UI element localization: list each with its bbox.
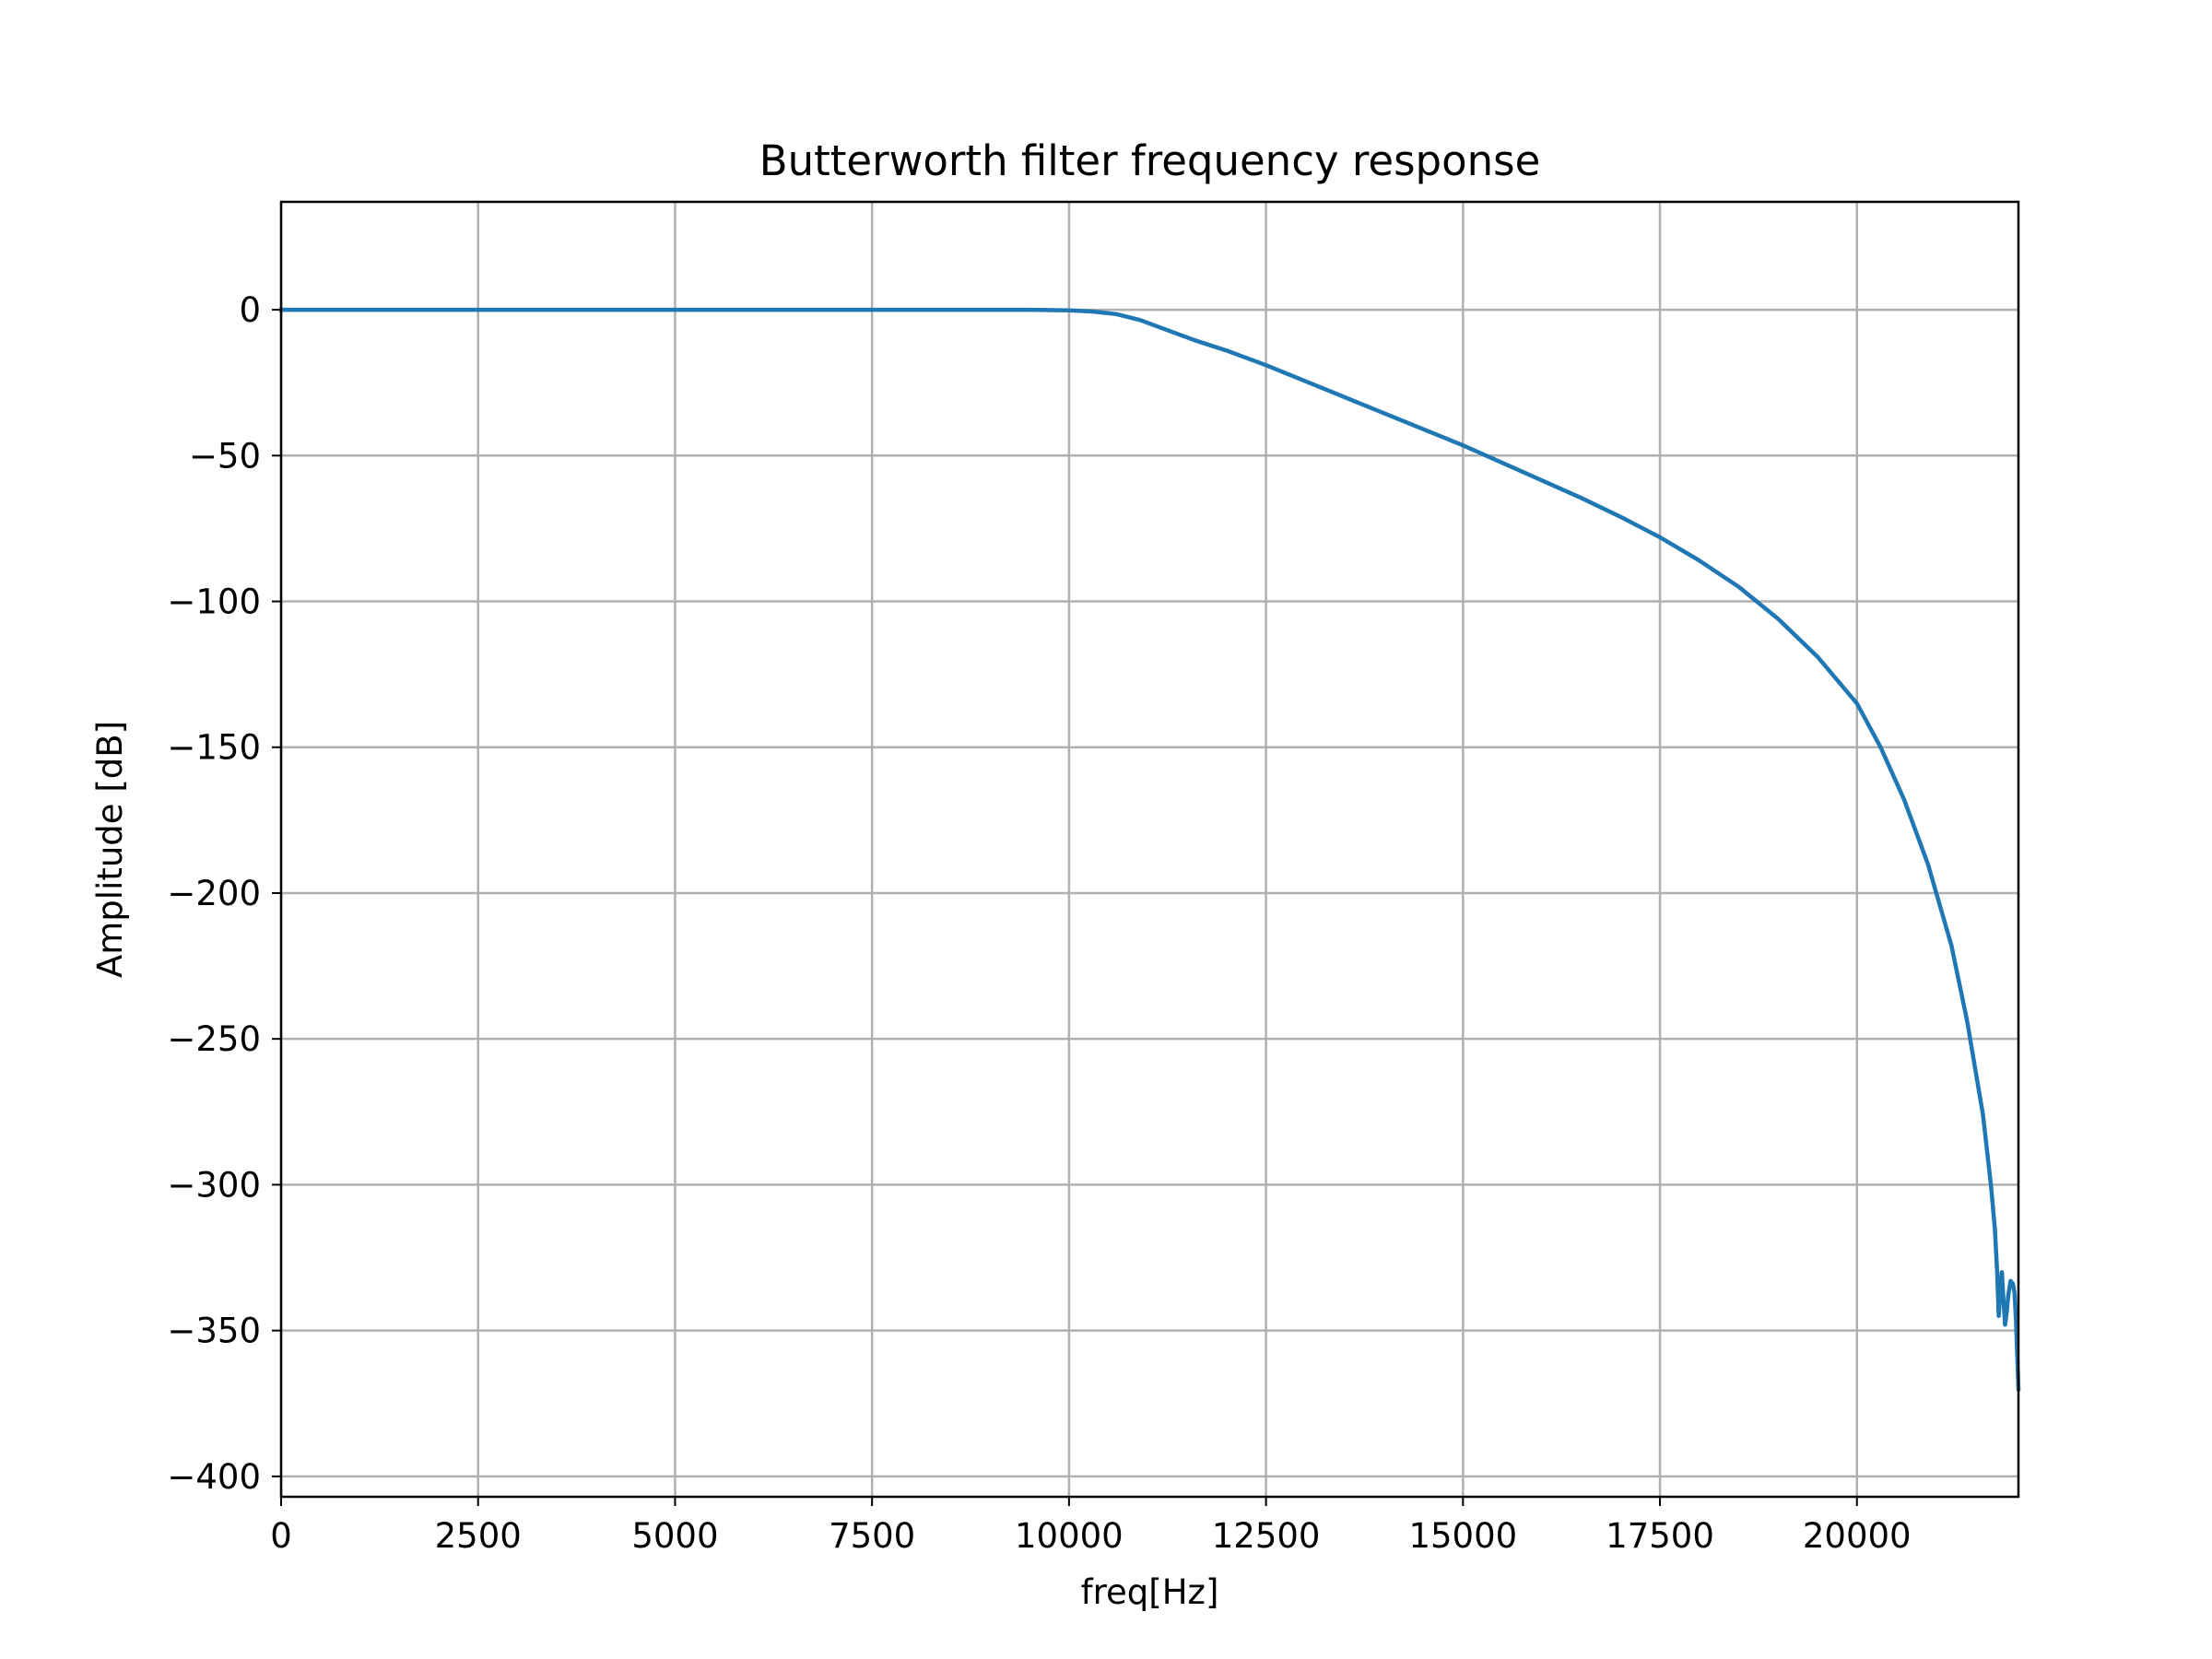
- x-tick-label: 0: [270, 1516, 292, 1556]
- x-tick-label: 5000: [631, 1516, 718, 1556]
- x-tick-label: 2500: [435, 1516, 522, 1556]
- x-tick-label: 7500: [829, 1516, 915, 1556]
- y-tick-label: −150: [167, 728, 261, 768]
- x-tick-label: 10000: [1015, 1516, 1124, 1556]
- y-tick-label: −250: [167, 1019, 261, 1059]
- series-layer: [278, 307, 2021, 1392]
- x-tick-label: 15000: [1408, 1516, 1517, 1556]
- y-tick-label: 0: [239, 290, 261, 330]
- x-tick-label: 20000: [1803, 1516, 1912, 1556]
- chart-title: Butterworth filter frequency response: [759, 136, 1541, 185]
- plot-frame: [279, 200, 2020, 1499]
- y-tick-label: −400: [167, 1457, 261, 1497]
- x-axis-ticks: 0 2500 5000 7500 10000 12500 15000 17500 20000: [270, 1497, 1912, 1556]
- y-axis-ticks: 0 −50 −100 −150 −200 −250 −300 −350 −400: [167, 290, 281, 1497]
- y-tick-label: −200: [167, 874, 261, 913]
- x-tick-label: 17500: [1606, 1516, 1714, 1556]
- grid: [279, 202, 2018, 1497]
- y-tick-label: −100: [167, 582, 261, 622]
- y-axis-label: Amplitude [dB]: [90, 721, 130, 978]
- y-tick-label: −300: [167, 1165, 261, 1205]
- x-tick-label: 12500: [1212, 1516, 1321, 1556]
- x-axis-label: freq[Hz]: [1081, 1572, 1219, 1612]
- y-tick-label: −350: [167, 1312, 261, 1351]
- series-line: [278, 307, 2021, 1392]
- y-tick-label: −50: [189, 436, 261, 476]
